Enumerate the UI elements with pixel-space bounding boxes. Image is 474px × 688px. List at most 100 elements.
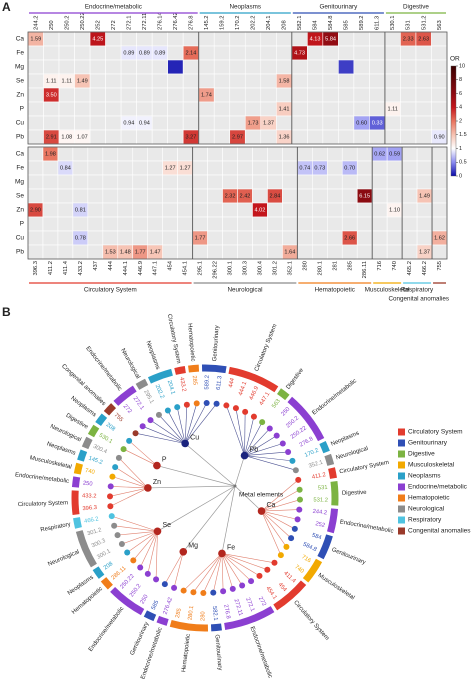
link — [123, 448, 158, 466]
metal-node — [179, 547, 188, 556]
empty-cell — [252, 146, 268, 162]
empty-cell — [213, 115, 231, 131]
group-label: Neurological — [49, 424, 82, 444]
empty-cell — [356, 174, 373, 190]
code-label: 272 — [122, 404, 133, 415]
column-label: 530.1 — [390, 15, 396, 30]
empty-cell — [401, 216, 418, 232]
column-label: 531 — [406, 20, 412, 30]
row-label: Mg — [15, 179, 24, 186]
legend-label: Musculoskeletal — [408, 462, 455, 469]
code-node — [288, 535, 295, 542]
link — [244, 435, 277, 456]
code-node — [155, 411, 162, 418]
code-node — [161, 581, 168, 588]
column-label: 250.2 — [64, 15, 70, 30]
empty-cell — [400, 59, 417, 75]
empty-cell — [192, 174, 208, 190]
empty-cell — [326, 216, 343, 232]
link — [110, 486, 148, 489]
empty-cell — [198, 59, 215, 75]
empty-cell — [27, 174, 44, 190]
code-label: 252 — [315, 521, 326, 529]
code-label: 454 — [277, 582, 288, 594]
empty-cell — [167, 87, 184, 103]
column-label: 280.1 — [317, 261, 323, 276]
column-label: 276.42 — [173, 12, 179, 30]
heat-cell — [28, 32, 44, 46]
empty-cell — [182, 73, 200, 89]
metal-label: Mg — [188, 543, 198, 550]
column-label: 444 — [108, 260, 114, 270]
empty-cell — [297, 216, 313, 232]
empty-cell — [312, 202, 328, 218]
ring-segment — [73, 462, 83, 475]
empty-cell — [72, 146, 89, 162]
empty-cell — [89, 45, 106, 61]
cell-label: 1.27 — [180, 165, 191, 171]
empty-cell — [371, 174, 388, 190]
empty-cell — [353, 31, 370, 47]
empty-cell — [57, 230, 74, 246]
cell-label: 2.91 — [46, 134, 57, 140]
empty-cell — [416, 160, 433, 176]
code-label: 276.8 — [222, 604, 231, 619]
cell-label: 2.33 — [403, 36, 414, 42]
empty-cell — [27, 230, 44, 246]
empty-cell — [192, 216, 208, 232]
column-label: 250.22 — [80, 12, 86, 30]
link — [118, 457, 149, 489]
code-label: 755 — [113, 412, 124, 423]
code-label: 208 — [103, 561, 114, 571]
row-label: Zn — [16, 207, 24, 214]
empty-cell — [353, 129, 370, 145]
empty-cell — [213, 101, 231, 117]
empty-cell — [371, 188, 388, 204]
column-label: 301.2 — [272, 261, 278, 276]
group-label: Circulatory System — [18, 500, 69, 508]
empty-cell — [401, 244, 418, 260]
group-label: Hematopoietic — [186, 323, 195, 362]
ring-segment — [71, 490, 80, 515]
empty-cell — [312, 230, 328, 246]
cell-label: 1.11 — [46, 78, 56, 84]
cell-label: 1.49 — [419, 193, 430, 199]
empty-cell — [182, 115, 200, 131]
code-label: 170.2 — [304, 448, 320, 459]
empty-cell — [415, 59, 432, 75]
empty-cell — [260, 87, 277, 103]
group-label: Genitourinary — [213, 634, 222, 670]
cell-label: 1.07 — [77, 134, 88, 140]
empty-cell — [282, 188, 298, 204]
code-label: 530.1 — [98, 433, 114, 446]
link — [261, 510, 287, 548]
empty-cell — [102, 174, 119, 190]
empty-cell — [120, 129, 137, 145]
column-label: 208 — [282, 20, 288, 30]
code-label: 300.4 — [92, 444, 108, 456]
code-label: 582.1 — [211, 606, 218, 621]
cell-label: 1.27 — [165, 165, 176, 171]
empty-cell — [222, 244, 238, 260]
empty-cell — [415, 115, 432, 131]
group-label: Musculoskeletal — [29, 455, 72, 470]
empty-cell — [136, 129, 153, 145]
row-label: Mg — [15, 64, 24, 71]
link — [167, 410, 186, 444]
empty-cell — [341, 244, 358, 260]
empty-cell — [120, 59, 137, 75]
column-label: 447.1 — [153, 261, 159, 276]
column-label: 582.1 — [297, 15, 303, 30]
link — [111, 515, 158, 532]
code-label: 276.42 — [163, 597, 174, 616]
empty-cell — [400, 115, 417, 131]
group-label: Circulatory System — [292, 600, 330, 642]
empty-cell — [42, 244, 59, 260]
code-node — [107, 483, 114, 490]
ring-segment — [302, 558, 323, 583]
code-label: 250 — [82, 481, 92, 488]
empty-cell — [87, 202, 104, 218]
code-node — [190, 589, 197, 596]
empty-cell — [431, 146, 448, 162]
